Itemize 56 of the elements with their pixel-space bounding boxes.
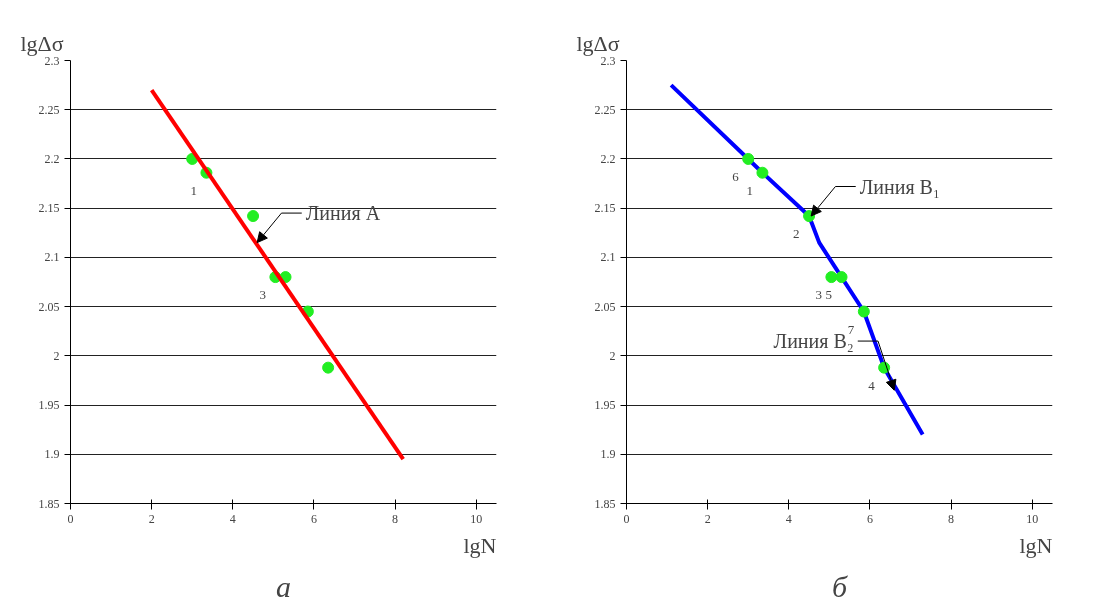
point	[756, 166, 769, 179]
x-tick-label: 0	[67, 511, 74, 526]
y-tick-label: 2.05	[594, 299, 616, 314]
annotation: 7	[847, 321, 855, 337]
y-tick-label: 1.9	[44, 447, 60, 462]
y-tick-label: 2.15	[594, 201, 616, 216]
x-tick-label: 2	[148, 511, 155, 526]
y-tick-label: 1.85	[594, 496, 616, 511]
y-axis-title: lgΔσ	[576, 30, 620, 56]
y-tick-label: 2.3	[600, 53, 616, 68]
y-tick-label: 1.95	[38, 398, 60, 413]
y-tick-label: 1.85	[38, 496, 60, 511]
annotation: Линия A	[305, 202, 381, 225]
y-tick-label: 1.95	[594, 398, 616, 413]
y-axis-title: lgΔσ	[20, 30, 64, 56]
point	[322, 361, 335, 374]
x-tick-label: 2	[704, 511, 711, 526]
y-tick-label: 2.25	[38, 102, 60, 117]
text: б	[831, 569, 848, 603]
annotation: 5	[825, 287, 833, 303]
point	[825, 271, 838, 284]
x-axis-title: lgN	[1019, 532, 1053, 558]
point	[742, 152, 755, 165]
annotation: 4	[868, 377, 876, 393]
x-tick-label: 4	[229, 511, 236, 526]
x-tick-label: 10	[470, 511, 483, 526]
point	[857, 305, 870, 318]
x-tick-label: 8	[392, 511, 399, 526]
x-tick-label: 4	[785, 511, 792, 526]
y-tick-label: 2.2	[600, 151, 616, 166]
x-tick-label: 8	[948, 511, 955, 526]
y-tick-label: 2.15	[38, 201, 60, 216]
y-tick-label: 2.05	[38, 299, 60, 314]
annotation: Линия B₁	[859, 175, 940, 198]
annotation: 3	[259, 287, 266, 303]
annotation: 3	[815, 287, 822, 303]
text: а	[276, 569, 291, 603]
y-tick-label: 2.25	[594, 102, 616, 117]
y-tick-label: 2	[53, 348, 60, 363]
annotation: 1	[190, 182, 197, 198]
x-tick-label: 6	[310, 511, 317, 526]
annotation: 1	[746, 182, 753, 198]
y-tick-label: 2.3	[44, 53, 60, 68]
y-tick-label: 2.2	[44, 151, 60, 166]
x-tick-label: 6	[866, 511, 873, 526]
y-tick-label: 2.1	[600, 250, 616, 265]
y-tick-label: 1.9	[600, 447, 616, 462]
point	[247, 210, 260, 223]
y-tick-label: 2	[609, 348, 616, 363]
annotation: 2	[793, 226, 800, 242]
point	[835, 271, 848, 284]
y-tick-label: 2.1	[44, 250, 60, 265]
annotation: 6	[732, 168, 740, 184]
x-tick-label: 0	[623, 511, 630, 526]
x-tick-label: 10	[1026, 511, 1039, 526]
x-axis-title: lgN	[463, 532, 497, 558]
